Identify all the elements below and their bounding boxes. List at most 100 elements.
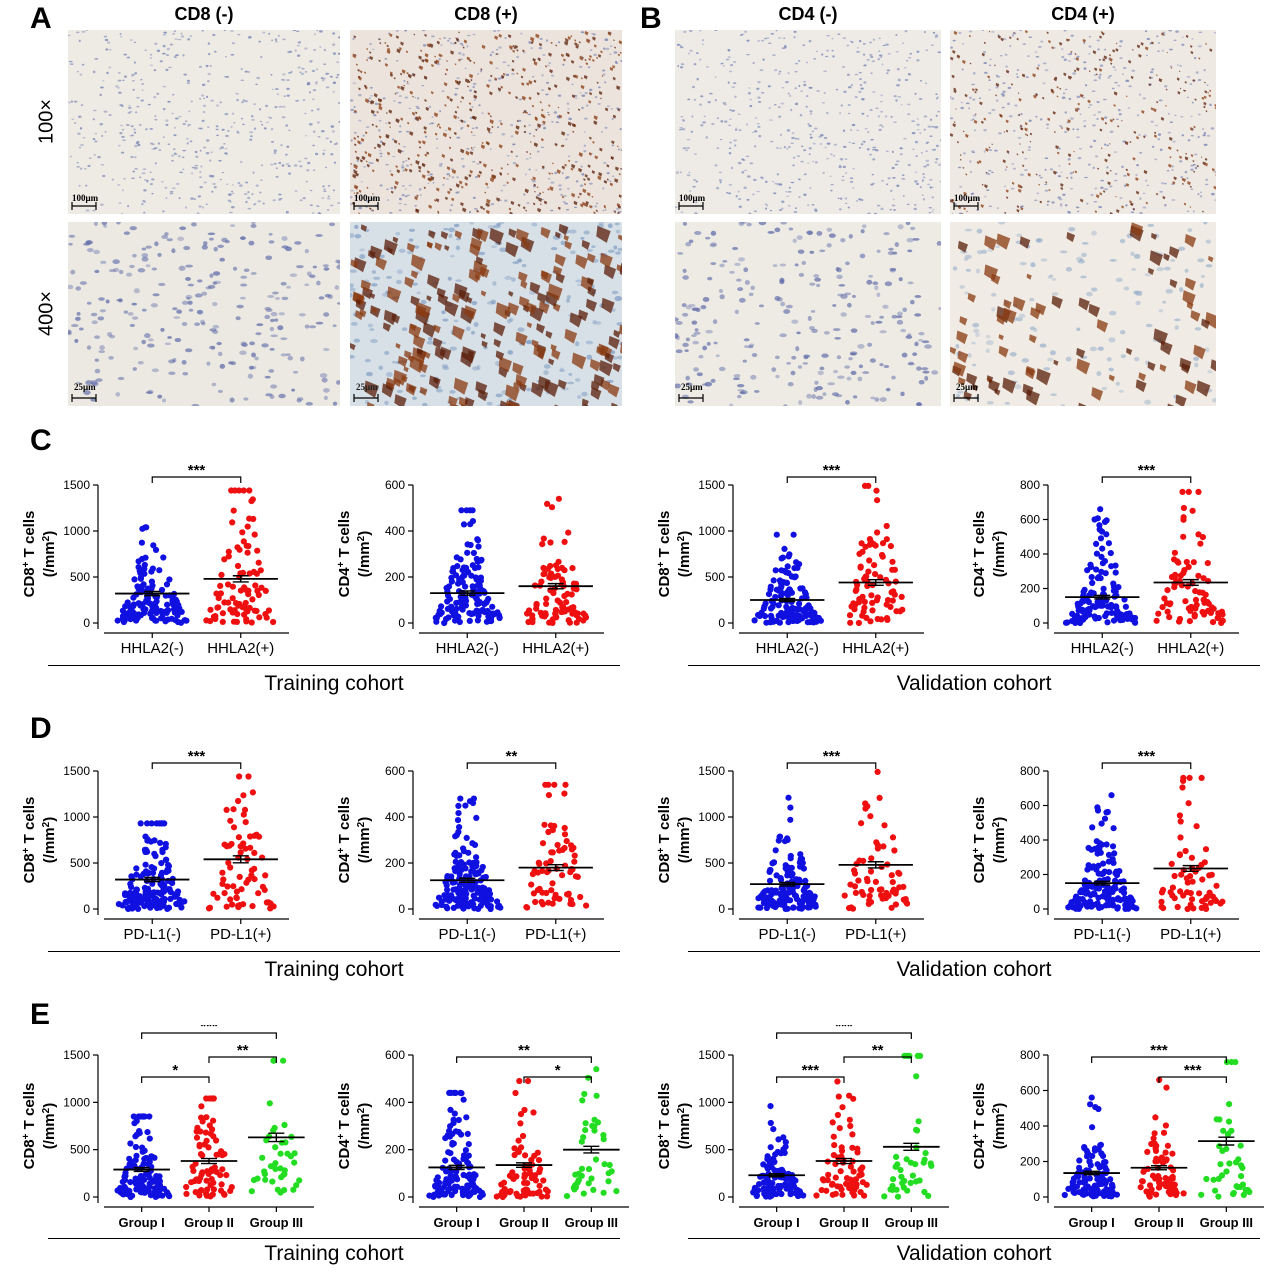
data-point bbox=[879, 553, 886, 560]
nucleus-mark bbox=[815, 385, 823, 391]
data-point bbox=[544, 500, 551, 507]
stain-mark bbox=[1135, 177, 1139, 182]
nucleus-mark bbox=[395, 231, 400, 236]
nucleus-mark bbox=[250, 224, 257, 228]
nucleus-mark bbox=[785, 80, 789, 84]
nucleus-mark bbox=[286, 87, 290, 90]
stain-mark bbox=[1067, 75, 1072, 80]
stain-mark bbox=[584, 31, 589, 36]
data-point bbox=[1166, 614, 1173, 621]
y-axis-label: CD4+ T cells bbox=[336, 511, 354, 598]
nucleus-mark bbox=[613, 245, 618, 250]
nucleus-mark bbox=[783, 309, 791, 314]
nucleus-mark bbox=[223, 143, 226, 145]
nucleus-mark bbox=[243, 268, 250, 272]
stain-mark bbox=[413, 33, 416, 36]
nucleus-mark bbox=[564, 202, 569, 205]
nucleus-mark bbox=[429, 173, 433, 176]
stain-mark bbox=[566, 76, 570, 82]
nucleus-mark bbox=[524, 173, 528, 176]
nucleus-mark bbox=[236, 304, 244, 309]
nucleus-mark bbox=[247, 36, 252, 39]
stain-mark bbox=[541, 138, 544, 142]
nucleus-mark bbox=[753, 178, 757, 182]
nucleus-mark bbox=[931, 125, 935, 128]
nucleus-mark bbox=[783, 404, 788, 406]
nucleus-mark bbox=[884, 281, 893, 287]
nucleus-mark bbox=[299, 165, 303, 168]
nucleus-mark bbox=[836, 274, 843, 279]
nucleus-mark bbox=[224, 152, 228, 155]
nucleus-mark bbox=[929, 186, 932, 189]
micrograph-cd8-negative-400x bbox=[68, 222, 340, 406]
nucleus-mark bbox=[880, 54, 883, 57]
stain-mark bbox=[415, 208, 420, 214]
stain-mark bbox=[475, 256, 484, 266]
stain-mark bbox=[385, 133, 390, 139]
nucleus-mark bbox=[85, 380, 93, 386]
nucleus-mark bbox=[931, 196, 934, 199]
stain-mark bbox=[412, 95, 414, 98]
nucleus-mark bbox=[132, 88, 135, 91]
nucleus-mark bbox=[460, 58, 463, 60]
nucleus-mark bbox=[173, 316, 181, 319]
nucleus-mark bbox=[1193, 356, 1200, 362]
nucleus-mark bbox=[1212, 398, 1216, 403]
nucleus-mark bbox=[971, 151, 976, 154]
nucleus-mark bbox=[1146, 184, 1150, 187]
nucleus-mark bbox=[151, 192, 154, 195]
stain-mark bbox=[384, 41, 387, 45]
nucleus-mark bbox=[1007, 86, 1012, 89]
nucleus-mark bbox=[897, 96, 902, 98]
nucleus-mark bbox=[935, 93, 938, 95]
nucleus-mark bbox=[264, 375, 271, 379]
nucleus-mark bbox=[418, 188, 422, 191]
nucleus-mark bbox=[617, 247, 622, 252]
nucleus-mark bbox=[1139, 151, 1143, 154]
nucleus-mark bbox=[477, 251, 486, 256]
stain-mark bbox=[1026, 389, 1040, 406]
stain-mark bbox=[410, 295, 420, 307]
nucleus-mark bbox=[259, 179, 264, 181]
data-point bbox=[1103, 517, 1110, 524]
nucleus-mark bbox=[1058, 198, 1063, 201]
nucleus-mark bbox=[823, 91, 826, 94]
data-point bbox=[133, 902, 140, 909]
stain-mark bbox=[1126, 347, 1133, 356]
stain-mark bbox=[614, 178, 619, 184]
nucleus-mark bbox=[350, 202, 353, 206]
nucleus-mark bbox=[900, 328, 907, 333]
nucleus-mark bbox=[733, 374, 741, 378]
data-point bbox=[453, 554, 460, 561]
nucleus-mark bbox=[808, 147, 812, 150]
stain-mark bbox=[587, 286, 597, 297]
nucleus-mark bbox=[766, 204, 769, 207]
nucleus-mark bbox=[594, 205, 597, 208]
nucleus-mark bbox=[180, 32, 183, 35]
stain-mark bbox=[485, 182, 489, 186]
nucleus-mark bbox=[611, 118, 614, 120]
nucleus-mark bbox=[414, 245, 420, 249]
nucleus-mark bbox=[736, 278, 742, 282]
nucleus-mark bbox=[939, 180, 941, 183]
data-point bbox=[445, 583, 453, 590]
nucleus-mark bbox=[380, 140, 383, 143]
stain-mark bbox=[1196, 380, 1211, 397]
nucleus-mark bbox=[1197, 258, 1205, 263]
stain-mark bbox=[605, 107, 609, 112]
nucleus-mark bbox=[1186, 177, 1189, 180]
stain-mark bbox=[386, 49, 391, 55]
nucleus-mark bbox=[146, 179, 149, 182]
scalebar-label: 100μm bbox=[954, 193, 981, 203]
nucleus-mark bbox=[412, 396, 417, 400]
stain-mark bbox=[1117, 125, 1120, 128]
nucleus-mark bbox=[720, 120, 724, 123]
nucleus-mark bbox=[959, 185, 963, 188]
nucleus-mark bbox=[271, 39, 274, 42]
stain-mark bbox=[588, 100, 592, 104]
nucleus-mark bbox=[746, 39, 750, 42]
nucleus-mark bbox=[900, 104, 903, 106]
nucleus-mark bbox=[274, 88, 279, 90]
nucleus-mark bbox=[145, 391, 153, 394]
nucleus-mark bbox=[1134, 253, 1141, 259]
